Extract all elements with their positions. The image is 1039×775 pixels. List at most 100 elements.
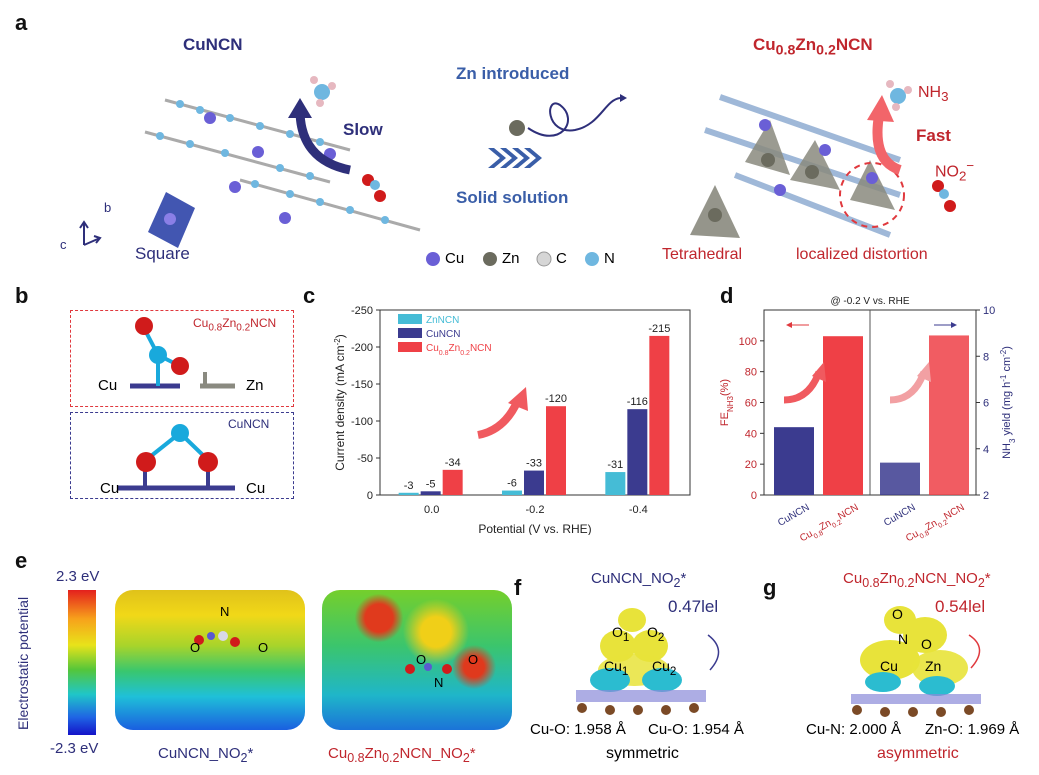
f-title: CuNCN_NO2* bbox=[591, 570, 687, 590]
panel-b-top-label: Cu0.8Zn0.2NCN bbox=[193, 316, 277, 334]
zn-introduced-text: Zn introduced bbox=[456, 64, 570, 83]
charge-density-f bbox=[576, 608, 720, 715]
data-label: -120 bbox=[545, 393, 567, 405]
y-left-tick-label: 60 bbox=[745, 398, 757, 410]
bar-1-0 bbox=[420, 491, 441, 495]
data-label: -34 bbox=[445, 457, 461, 469]
panel-a-illustration bbox=[79, 76, 956, 267]
bar-1-2 bbox=[627, 409, 648, 495]
trend-arrow-head bbox=[508, 387, 528, 411]
localized-distortion-label: localized distortion bbox=[796, 246, 928, 263]
g-n: N bbox=[898, 631, 909, 647]
f-caption: symmetric bbox=[606, 745, 679, 762]
panel-label-e: e bbox=[15, 548, 28, 573]
g-charge: 0.54lel bbox=[935, 597, 986, 616]
y-left-tick-label: 20 bbox=[745, 459, 757, 471]
y-left-tick-label: 0 bbox=[751, 490, 757, 502]
data-label: -33 bbox=[526, 458, 542, 470]
chevron-arrows bbox=[488, 148, 542, 168]
g-title: Cu0.8Zn0.2NCN_NO2* bbox=[843, 570, 991, 590]
axes-indicator bbox=[79, 220, 102, 246]
cuncn-title: CuNCN bbox=[183, 35, 243, 54]
x-tick-label: -0.2 bbox=[526, 504, 545, 516]
data-label: -31 bbox=[607, 459, 623, 471]
axis-c-label: c bbox=[60, 237, 67, 252]
g-bond1: Cu-N: 2.000 Å bbox=[806, 721, 902, 738]
e-right-o1: O bbox=[416, 652, 427, 667]
y-right-tick-label: 8 bbox=[983, 351, 989, 363]
f-cu1: Cu1 bbox=[604, 658, 629, 678]
legend-swatch-0 bbox=[398, 314, 422, 324]
chart-current-density: 0 -50 -100 -150 -200 -250 0.0 -3 -5 -34 -0.2 -6 -33 -… bbox=[333, 305, 691, 535]
solid-solution-text: Solid solution bbox=[456, 188, 569, 207]
panel-label-a: a bbox=[15, 10, 28, 35]
g-caption: asymmetric bbox=[877, 745, 959, 762]
bar-0-0 bbox=[398, 492, 419, 495]
y-left-tick-label: 100 bbox=[739, 336, 757, 348]
legend-swatch-1 bbox=[398, 328, 422, 338]
potential-colorbar bbox=[68, 590, 96, 735]
no2-molecule-right bbox=[932, 180, 956, 212]
legend-c: C bbox=[556, 250, 567, 267]
square-label: Square bbox=[135, 244, 190, 263]
panel-label-f: f bbox=[514, 575, 522, 600]
bar-2-1 bbox=[546, 406, 566, 495]
panel-label-g: g bbox=[763, 575, 777, 600]
panel-b-bottom-label: CuNCN bbox=[228, 417, 270, 431]
legend-label-0: ZnNCN bbox=[426, 315, 459, 326]
panel-b-cu-label-3: Cu bbox=[246, 480, 266, 497]
f-bond2: Cu-O: 1.954 Å bbox=[648, 721, 744, 738]
cuzn-chains bbox=[690, 94, 905, 238]
bar-2-0 bbox=[442, 469, 463, 495]
y-right-tick-label: 4 bbox=[983, 444, 989, 456]
bar-d-0 bbox=[774, 427, 814, 495]
y-right-tick-label: 10 bbox=[983, 305, 995, 317]
axis-b-label: b bbox=[104, 200, 112, 215]
y-tick-label: -100 bbox=[351, 416, 373, 428]
panel-b-bottom-box bbox=[70, 412, 294, 499]
adsorption-diagrams bbox=[118, 317, 235, 491]
nh3-molecule-right bbox=[886, 80, 912, 111]
charge-density-g bbox=[851, 606, 981, 717]
bar-d-3 bbox=[929, 335, 969, 495]
g-bond2: Zn-O: 1.969 Å bbox=[925, 721, 1020, 738]
f-charge: 0.47lel bbox=[668, 597, 719, 616]
y-left-tick-label: 80 bbox=[745, 367, 757, 379]
y-tick-label: -50 bbox=[357, 453, 373, 465]
y-right-tick-label: 6 bbox=[983, 398, 989, 410]
panel-b-cu-label-2: Cu bbox=[100, 480, 120, 497]
y-left-axis-label: FENH3(%) bbox=[719, 379, 735, 426]
bar-d-2 bbox=[880, 462, 920, 495]
slow-arrow bbox=[288, 98, 312, 118]
data-label: -116 bbox=[627, 396, 648, 408]
panel-label-d: d bbox=[720, 283, 734, 308]
x-label-d-2: CuNCN bbox=[882, 502, 917, 529]
e-right-caption: Cu0.8Zn0.2NCN_NO2* bbox=[328, 745, 476, 765]
panel-b-zn-label: Zn bbox=[246, 377, 264, 394]
y-right-tick-label: 2 bbox=[983, 490, 989, 502]
tetrahedral-label: Tetrahedral bbox=[662, 246, 743, 263]
f-cu2: Cu2 bbox=[652, 658, 677, 678]
f-o1: O1 bbox=[612, 624, 630, 644]
no2-label: NO2− bbox=[935, 158, 975, 184]
data-label: -215 bbox=[648, 323, 670, 335]
data-label: -6 bbox=[507, 478, 517, 490]
y-axis-label: Current density (mA cm-2) bbox=[333, 334, 348, 471]
legend-swatch-2 bbox=[398, 342, 422, 352]
x-axis-label: Potential (V vs. RHE) bbox=[478, 522, 591, 535]
distortion-circle bbox=[839, 162, 905, 228]
bar-1-1 bbox=[524, 470, 544, 495]
fast-arrow bbox=[867, 95, 894, 122]
left-axis-arrow-head bbox=[786, 322, 792, 328]
x-tick-label: -0.4 bbox=[629, 504, 648, 516]
panel-label-c: c bbox=[303, 283, 316, 308]
cuzn-title: Cu0.8Zn0.2NCN bbox=[753, 35, 873, 59]
surface-molecules bbox=[194, 631, 452, 674]
trend-arrow-d2-head bbox=[917, 362, 931, 382]
panel-b-top-box bbox=[70, 310, 294, 407]
bar-0-2 bbox=[605, 472, 626, 495]
trend-arrow bbox=[477, 398, 522, 439]
y-tick-label: -200 bbox=[351, 342, 373, 354]
data-label: -3 bbox=[404, 480, 414, 492]
legend-n: N bbox=[604, 250, 615, 267]
